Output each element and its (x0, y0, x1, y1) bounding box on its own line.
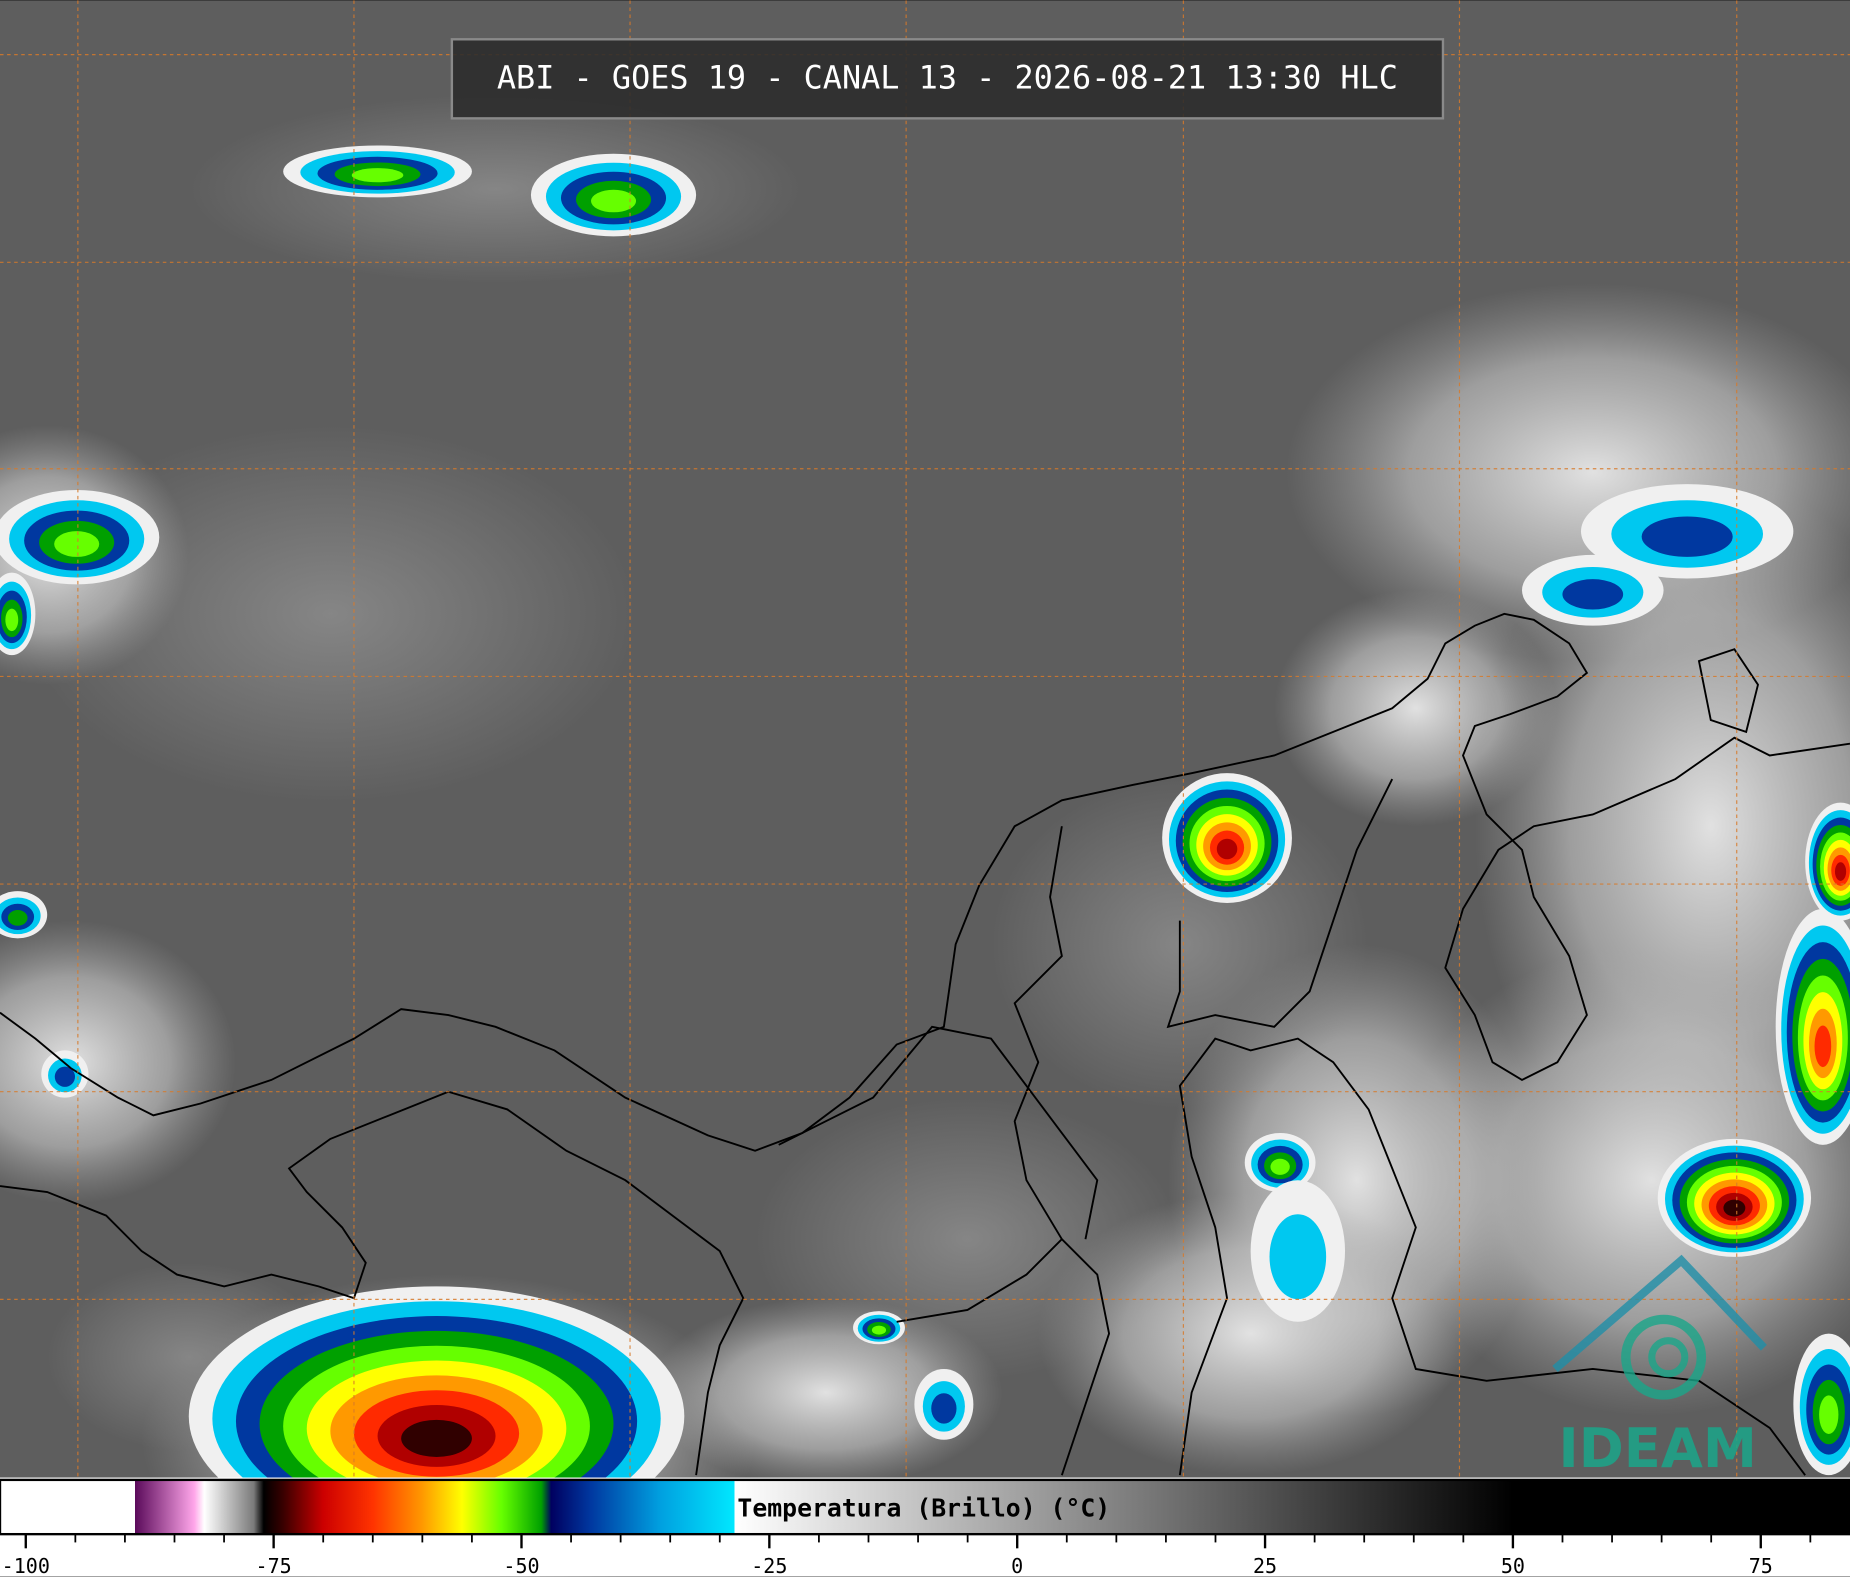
storm-cell (1269, 1214, 1327, 1300)
storm-cell (401, 1419, 472, 1457)
colorbar-tick-label: -75 (256, 1554, 292, 1577)
coastlines (0, 612, 1850, 1476)
storm-cell (931, 1393, 957, 1424)
storm-cell (54, 531, 100, 557)
colorbar-tick-label: 75 (1749, 1554, 1773, 1577)
storm-cell (1814, 1025, 1832, 1068)
storm-cell (1819, 1395, 1839, 1434)
colorbar (0, 1478, 1850, 1536)
lat-lon-grid (0, 0, 1850, 1478)
colorbar-tick-label: -25 (751, 1554, 787, 1577)
cloud (188, 94, 803, 284)
storm-cell (351, 168, 404, 183)
storm-cell (1641, 516, 1733, 557)
storm-cell (1834, 862, 1847, 881)
storm-cell (5, 608, 19, 632)
storm-cell (590, 189, 637, 213)
colorbar-tick-label: -50 (503, 1554, 539, 1577)
storm-cell (871, 1325, 887, 1335)
colorbar-tick-label: -100 (2, 1554, 50, 1577)
storm-cell (1562, 579, 1624, 610)
colorbar-tick-label: 0 (1011, 1554, 1023, 1577)
colorbar-label: Temperatura (Brillo) (°C) (737, 1493, 1110, 1522)
storm-cell (1723, 1199, 1746, 1217)
colorbar-tick-label: 25 (1253, 1554, 1277, 1577)
title: ABI - GOES 19 - CANAL 13 - 2026-08-21 13… (497, 58, 1398, 96)
storm-cell (1270, 1158, 1290, 1175)
storm-cell (7, 910, 28, 926)
cloud (0, 920, 236, 1204)
logo-text: IDEAM (1559, 1417, 1757, 1480)
storm-cell (54, 1066, 76, 1087)
ideam-logo: IDEAM (1552, 1254, 1767, 1480)
cloud (1274, 590, 1558, 827)
title-box (450, 38, 1445, 120)
colorbar-tick-label: 50 (1501, 1554, 1525, 1577)
storm-cell (1216, 838, 1238, 860)
